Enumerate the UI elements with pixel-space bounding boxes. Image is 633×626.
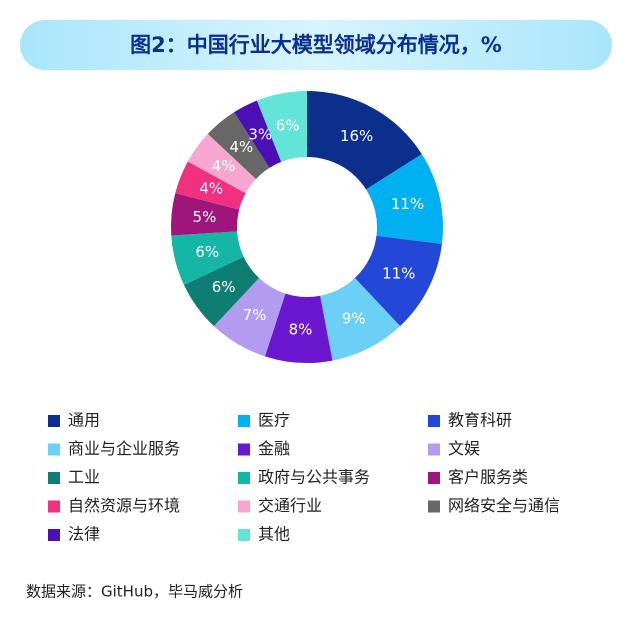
data-label: 4%: [229, 138, 253, 156]
donut-slice: [320, 278, 401, 361]
data-label: 11%: [391, 195, 424, 213]
donut-slice: [354, 235, 442, 327]
legend-label: 医疗: [258, 411, 290, 430]
legend-swatch: [428, 472, 440, 484]
legend-swatch: [238, 415, 250, 427]
donut-slice: [183, 256, 260, 327]
legend-swatch: [238, 443, 250, 456]
donut-slice: [207, 112, 270, 180]
legend-label: 金融: [258, 439, 290, 458]
legend-label: 网络安全与通信: [448, 496, 560, 515]
data-label: 4%: [199, 180, 223, 198]
legend-swatch: [428, 443, 440, 456]
donut-slice: [175, 161, 246, 210]
legend-swatch: [238, 500, 250, 513]
data-label: 6%: [276, 116, 300, 134]
legend-swatch: [238, 472, 250, 484]
legend-label: 法律: [68, 525, 100, 544]
data-label: 11%: [382, 264, 415, 282]
data-label: 6%: [212, 278, 236, 296]
data-label: 16%: [340, 127, 373, 145]
donut-slice: [264, 293, 333, 363]
chart-title: 图2：中国行业大模型领域分布情况，%: [130, 33, 502, 57]
title-banner: [20, 20, 612, 70]
legend-label: 政府与公共事务: [258, 468, 370, 487]
legend-swatch: [48, 443, 60, 456]
donut-slice: [171, 231, 244, 285]
legend-label: 教育科研: [448, 411, 512, 430]
donut-slice: [366, 154, 443, 245]
legend-swatch: [48, 529, 60, 541]
legend-swatch: [48, 500, 60, 513]
legend-label: 其他: [258, 525, 290, 544]
legend-label: 工业: [68, 468, 100, 487]
data-label: 9%: [342, 309, 366, 327]
legend-swatch: [238, 529, 250, 541]
donut-slice: [213, 278, 286, 357]
legend-label: 客户服务类: [448, 468, 528, 487]
data-label: 8%: [289, 320, 313, 338]
data-label: 7%: [243, 306, 267, 324]
legend-label: 文娱: [448, 439, 480, 458]
legend-swatch: [428, 500, 440, 513]
donut-slice: [307, 91, 422, 190]
legend-label: 商业与企业服务: [68, 439, 180, 458]
donut-slice: [187, 133, 256, 194]
legend-label: 通用: [68, 411, 100, 430]
legend-swatch: [428, 415, 440, 427]
data-label: 6%: [195, 243, 219, 261]
source-note: 数据来源：GitHub，毕马威分析: [26, 583, 243, 601]
legend-label: 自然资源与环境: [68, 496, 180, 515]
legend-swatch: [48, 472, 60, 484]
data-label: 5%: [193, 208, 217, 226]
legend-swatch: [48, 415, 60, 427]
data-label: 3%: [248, 126, 272, 144]
legend-label: 交通行业: [258, 496, 322, 515]
donut-slice: [234, 100, 282, 168]
data-label: 4%: [212, 157, 236, 175]
donut-slice: [256, 91, 307, 162]
donut-slice: [171, 193, 240, 236]
